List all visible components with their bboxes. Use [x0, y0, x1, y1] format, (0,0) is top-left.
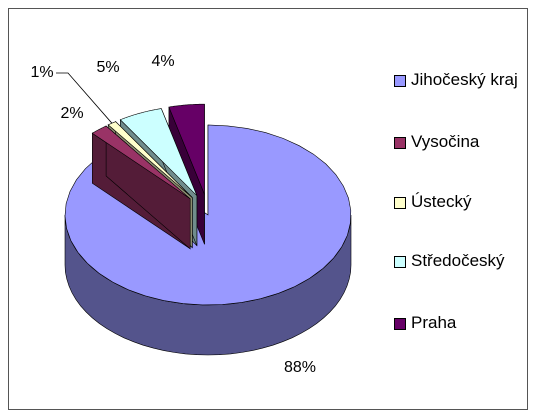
legend-swatch [394, 256, 406, 268]
slice [168, 103, 205, 195]
legend-item: Praha [394, 311, 536, 335]
leader-line [56, 72, 113, 124]
data-label: 4% [151, 53, 174, 70]
data-label: 2% [60, 105, 83, 122]
legend-item: Ústecký [394, 190, 536, 214]
legend-label: Praha [411, 313, 457, 332]
legend-swatch [394, 75, 406, 87]
legend-item: Středočeský [394, 249, 536, 273]
legend-swatch [394, 197, 406, 209]
data-label: 88% [284, 359, 316, 376]
legend-item: Jihočeský kraj [394, 68, 536, 92]
legend-swatch [394, 318, 406, 330]
legend-item: Vysočina [394, 130, 536, 154]
legend-label: Středočeský [411, 251, 505, 270]
data-label: 1% [30, 64, 53, 81]
legend-label: Ústecký [411, 192, 472, 211]
slice [119, 108, 198, 196]
legend-swatch [394, 137, 406, 149]
legend-label: Vysočina [411, 132, 480, 151]
legend-label: Jihočeský kraj [411, 70, 518, 89]
data-label: 5% [96, 59, 119, 76]
slice [91, 125, 191, 200]
